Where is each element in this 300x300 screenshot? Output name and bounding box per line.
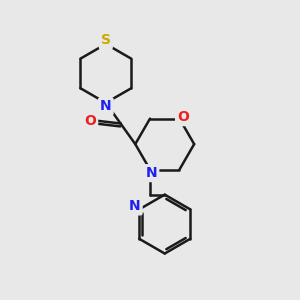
- Text: O: O: [177, 110, 189, 124]
- Text: O: O: [84, 114, 96, 128]
- Text: N: N: [129, 200, 141, 213]
- Text: N: N: [100, 99, 112, 113]
- Text: N: N: [146, 166, 157, 180]
- Text: S: S: [101, 34, 111, 47]
